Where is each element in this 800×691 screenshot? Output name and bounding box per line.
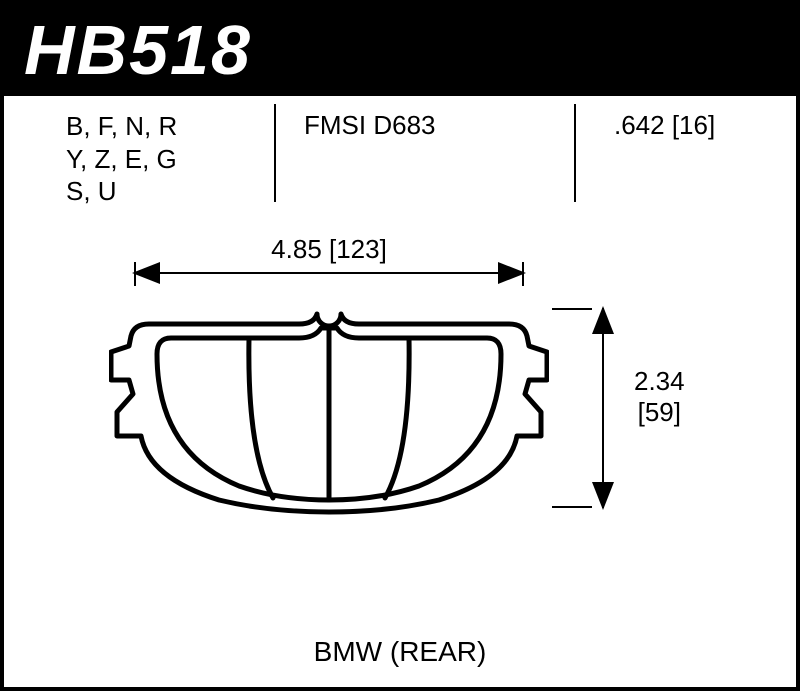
spec-sheet: HB518 B, F, N, R Y, Z, E, G S, U FMSI D6…: [0, 0, 800, 691]
info-row: B, F, N, R Y, Z, E, G S, U FMSI D683 .64…: [4, 96, 796, 206]
fmsi-code: FMSI D683: [304, 110, 436, 141]
compound-line: Y, Z, E, G: [66, 143, 177, 176]
thickness-value: .642 [16]: [614, 110, 715, 141]
application-label: BMW (REAR): [314, 636, 487, 668]
dimension-line: [602, 308, 604, 508]
part-number: HB518: [24, 10, 252, 90]
arrow-up-icon: [592, 306, 614, 334]
column-divider: [574, 104, 576, 202]
header-bar: HB518: [4, 4, 796, 96]
brake-pad-outline: [109, 302, 549, 517]
compound-line: B, F, N, R: [66, 110, 177, 143]
arrow-down-icon: [592, 482, 614, 510]
height-inches: 2.34: [634, 366, 685, 397]
arrow-left-icon: [132, 262, 160, 284]
diagram-area: 4.85 [123]: [4, 206, 796, 686]
arrow-right-icon: [498, 262, 526, 284]
width-dimension: 4.85 [123]: [134, 256, 524, 292]
height-mm: [59]: [634, 397, 685, 428]
height-dimension: [586, 308, 622, 508]
height-label: 2.34 [59]: [634, 366, 685, 428]
column-divider: [274, 104, 276, 202]
width-label: 4.85 [123]: [271, 234, 387, 265]
compound-codes: B, F, N, R Y, Z, E, G S, U: [66, 110, 177, 208]
dimension-line: [134, 272, 524, 274]
compound-line: S, U: [66, 175, 177, 208]
